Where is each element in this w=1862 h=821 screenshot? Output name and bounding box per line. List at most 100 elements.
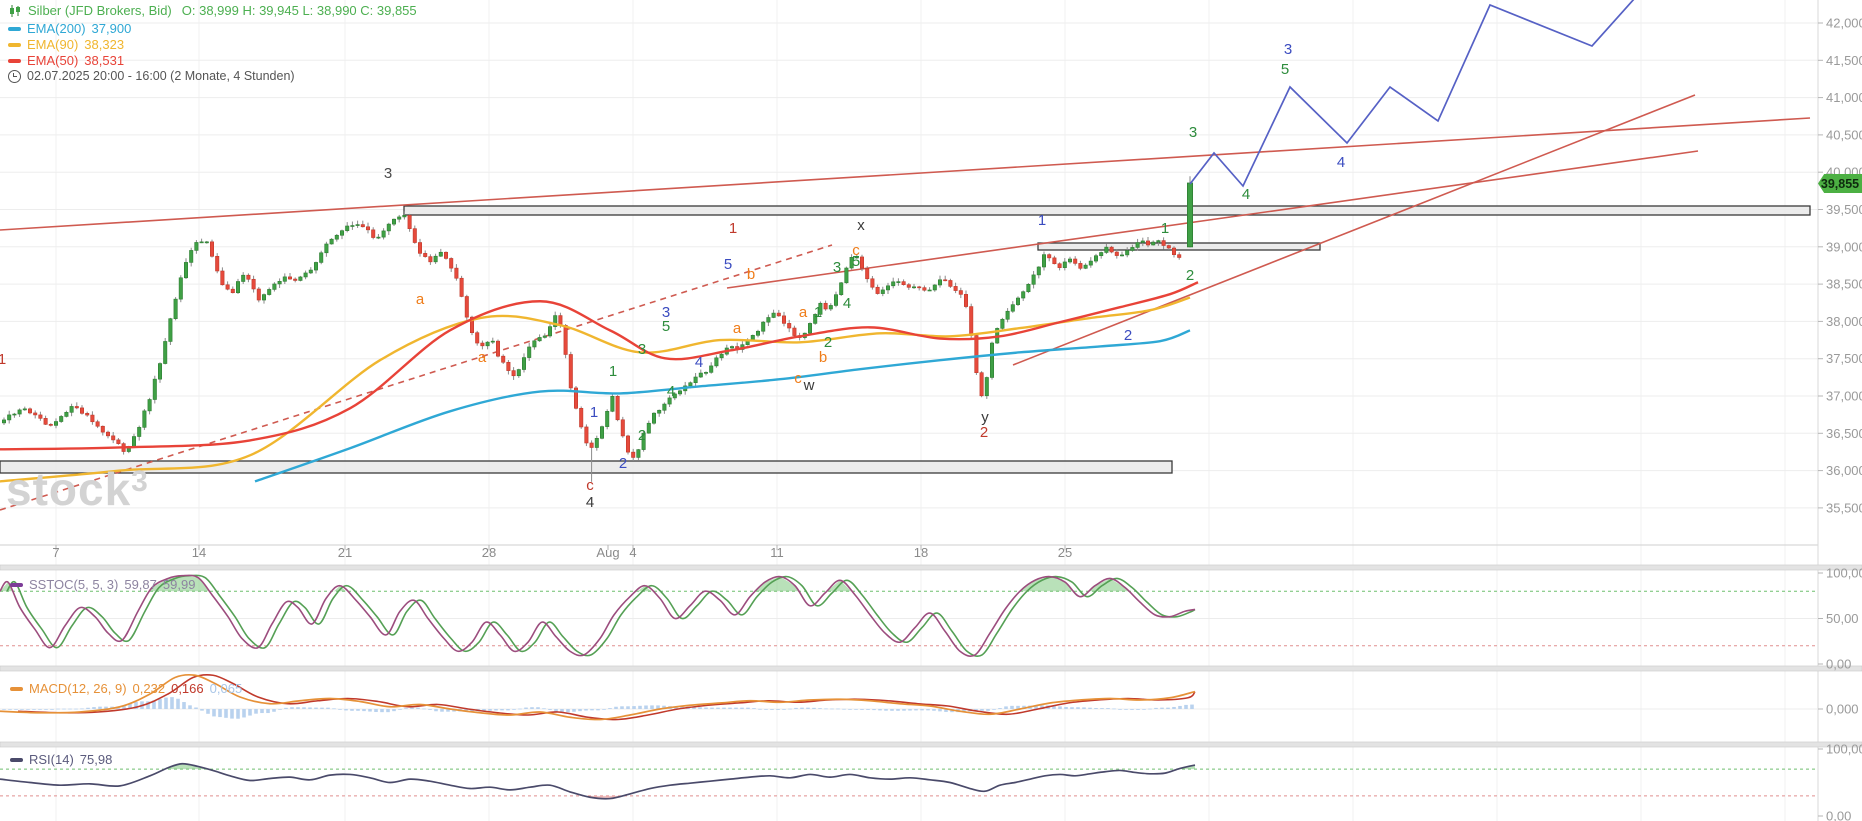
candle-body [511,370,516,377]
ema50-value: 38,531 [84,53,125,68]
wave-label: c [586,477,594,494]
ema-lines [0,281,1199,483]
macd-histogram-bar [338,709,342,710]
price-axis-label: 38,000 [1826,314,1862,329]
legend-row-ema50[interactable]: EMA(50) 38,531 [8,53,124,68]
candle-body [833,294,838,306]
candle-body [1052,257,1057,265]
macd-histogram-bar [68,708,72,710]
candle-body [480,342,485,347]
dashed-trendline [0,244,833,511]
candle-body [781,315,786,324]
macd-histogram-bar [182,702,186,709]
candle-body [147,399,152,412]
candle-body [1151,241,1156,246]
instrument-legend-row[interactable]: Silber (JFD Brokers, Bid) O: 38,999 H: 3… [8,3,417,18]
price-axis-label: 41,000 [1826,90,1862,105]
candle-body [449,258,454,269]
macd-histogram-bar [38,709,42,710]
wave-label: b [747,266,755,283]
candle-body [594,438,599,448]
date-axis-label: 7 [52,545,59,560]
macd-histogram-bar [422,708,426,710]
candle-body [875,286,880,294]
sstoc-overbought-fill [149,575,210,592]
macd-histogram-bar [266,709,270,714]
rsi-swatch [10,757,23,762]
macd-histogram-bar [236,709,240,719]
candle-body [901,281,906,285]
macd-histogram-bar [662,705,666,709]
macd-histogram-bar [8,709,12,710]
legend-row-ema200[interactable]: EMA(200) 37,900 [8,21,131,36]
candle-body [282,276,287,282]
macd-histogram-bar [152,700,156,709]
sstoc-overbought-fill [0,582,13,592]
wave-label: 5 [852,253,860,270]
candle-body [896,281,901,283]
macd-histogram-bar [446,709,450,712]
price-axis-label: 37,000 [1826,389,1862,404]
macd-histogram-bar [356,709,360,711]
candle-body [989,342,994,378]
wave-label: 2 [1124,327,1132,344]
ema90-swatch [8,42,21,47]
candle-body [168,318,173,342]
macd-histogram-bar [464,709,468,712]
wave-label: a [733,320,742,337]
candle-body [828,305,833,310]
candle-body [917,286,922,289]
candle-body [953,286,958,291]
panel-axis-label: 100,00 [1826,742,1862,757]
candle-body [371,229,376,238]
candle-body [589,442,594,448]
candle-body [729,346,734,349]
candle-body [464,296,469,318]
macd-histogram-bar [716,707,720,709]
candle-body [698,372,703,378]
candle-body [1146,240,1151,246]
wave-label: 4 [1242,186,1250,203]
macd-header[interactable]: MACD(12, 26, 9) 0,232 0,166 0,065 [10,681,242,696]
legend-row-timeframe[interactable]: 02.07.2025 20:00 - 16:00 (2 Monate, 4 St… [8,69,295,84]
candle-body [407,214,412,229]
candle-body [823,302,828,310]
candle-body [1057,263,1062,268]
macd-histogram-bar [380,709,384,713]
macd-histogram-bar [788,708,792,710]
macd-histogram-bar [860,709,864,710]
candle-body [688,382,693,387]
candle-body [17,409,22,415]
ema50-label: EMA(50) [27,53,79,68]
macd-histogram-bar [524,707,528,709]
candle-body [1073,258,1078,264]
legend-row-ema90[interactable]: EMA(90) 38,323 [8,37,124,52]
rsi-header[interactable]: RSI(14) 75,98 [10,752,112,767]
candle-body [158,363,163,380]
candle-body [22,408,27,411]
candle-body [272,283,277,290]
macd-histogram-bar [818,708,822,709]
candle-body [1026,284,1031,293]
panel-axis: 100,00 0,00 [1818,742,1862,821]
macd-histogram-bar [302,707,306,709]
panel-separator [0,665,1862,672]
macd-histogram-bar [626,706,630,709]
candle-body [792,327,797,336]
macd-histogram-bar [782,709,786,710]
macd-swatch [10,686,23,691]
sstoc-header[interactable]: SSTOC(5, 5, 3) 59,87 59,99 [10,577,195,592]
candle-body [880,289,885,294]
macd-histogram-bar [1172,706,1176,709]
candle-body [132,436,137,447]
macd-histogram-bar [1070,707,1074,709]
macd-histogram-bar [1100,708,1104,709]
macd-histogram-bar [650,705,654,709]
macd-histogram-bar [644,705,648,709]
wave-label: x [857,217,865,234]
candle-body [963,294,968,307]
macd-histogram-bar [1124,709,1128,710]
candle-body [1177,254,1182,258]
macd-histogram-bar [56,708,60,710]
